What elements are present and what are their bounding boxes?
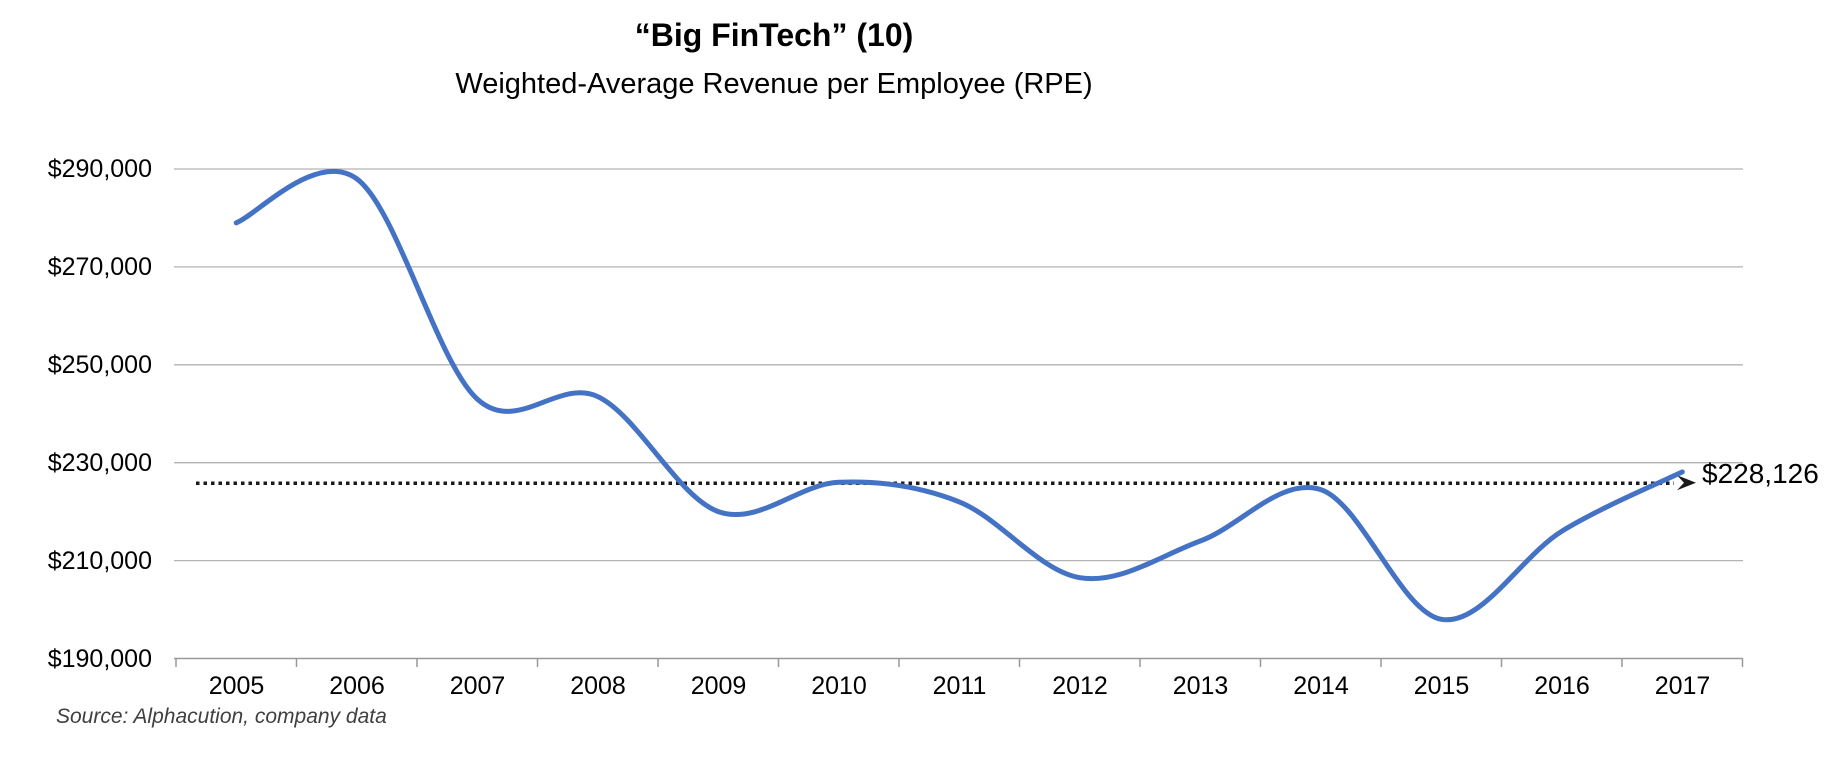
y-axis-label: $230,000 (47, 448, 152, 477)
y-axis-label: $270,000 (47, 252, 152, 281)
x-axis-label: 2015 (1413, 672, 1470, 700)
y-axis-label: $250,000 (47, 350, 152, 379)
x-axis-label: 2009 (690, 672, 747, 700)
y-axis-label: $210,000 (47, 546, 152, 575)
x-axis-label: 2016 (1534, 672, 1590, 700)
chart-title: “Big FinTech” (10) (634, 17, 914, 53)
x-axis-label: 2006 (329, 672, 385, 700)
x-axis-label: 2008 (570, 672, 626, 700)
y-axis-label: $190,000 (47, 644, 152, 673)
chart-subtitle: Weighted-Average Revenue per Employee (R… (455, 68, 1093, 100)
x-axis-label: 2012 (1052, 672, 1108, 700)
annotation-value-label: $228,126 (1702, 458, 1819, 490)
arrowhead-icon (1677, 475, 1696, 491)
y-axis-label: $290,000 (47, 155, 152, 183)
x-axis-label: 2005 (208, 672, 265, 700)
x-axis-tick-marks (175, 658, 1744, 667)
gridlines (174, 168, 1743, 562)
x-axis-label: 2013 (1172, 672, 1229, 700)
x-axis-label: 2017 (1654, 672, 1711, 700)
rpe-line-series (233, 168, 1685, 623)
x-axis-label: 2011 (932, 672, 987, 700)
x-axis-label: 2014 (1293, 672, 1349, 700)
x-axis-label: 2007 (449, 672, 506, 700)
source-note: Source: Alphacution, company data (56, 705, 387, 728)
x-axis-label: 2010 (811, 672, 867, 700)
